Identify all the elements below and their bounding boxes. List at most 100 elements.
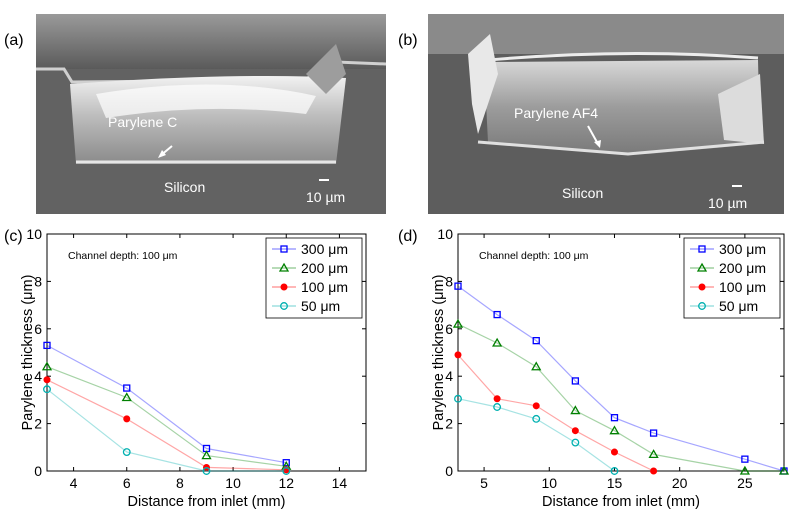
chart-c: 0 2 4 6 8 10 4 6 8 10 12 14 Distance from inlet (mm)…: [20, 226, 367, 510]
data-point: [452, 318, 464, 328]
data-point: [121, 392, 132, 402]
data-point: [454, 351, 462, 359]
y-tick-label: 2: [445, 416, 453, 432]
data-point: [493, 395, 501, 403]
y-tick-label: 6: [445, 321, 453, 337]
series-line-1: [46, 366, 287, 467]
legend-entry: 50 μm: [301, 298, 340, 314]
legend-marker: [280, 302, 288, 310]
y-tick-label: 10: [437, 226, 453, 242]
data-point: [282, 459, 290, 467]
data-point: [43, 376, 51, 384]
x-tick-label: 6: [123, 475, 131, 491]
y-tick-label: 4: [34, 368, 42, 384]
data-point: [778, 465, 790, 475]
data-point: [454, 282, 462, 290]
x-tick-label: 14: [332, 475, 348, 491]
data-point: [43, 341, 51, 350]
x-axis-label: Distance from inlet (mm): [128, 494, 286, 510]
data-point: [570, 405, 581, 415]
legend-marker: [696, 262, 708, 272]
data-point: [202, 467, 211, 475]
x-tick-label: 10: [541, 475, 557, 491]
sem-image-b: Parylene AF4 Silicon 10 µm: [428, 14, 784, 214]
data-point: [532, 402, 540, 410]
sem-a-material-label: Parylene C: [108, 114, 177, 130]
legend-box: [683, 237, 781, 319]
series-line-1: [457, 323, 784, 472]
y-tick-label: 2: [34, 416, 42, 432]
panel-d-letter: (d): [398, 228, 418, 245]
data-point: [43, 385, 51, 394]
legend-entry: 200 μm: [719, 260, 766, 276]
panel-c-letter: (c): [4, 228, 23, 245]
channel-depth-annotation: Channel depth: 100 μm: [68, 250, 178, 262]
legend-entry: 100 μm: [301, 279, 348, 295]
panel-b-letter: (b): [398, 32, 418, 49]
sem-b-arrow: [587, 125, 599, 145]
data-point: [650, 467, 658, 475]
data-point: [571, 377, 580, 385]
legend-marker: [698, 245, 706, 253]
data-point: [648, 449, 659, 459]
x-tick-label: 10: [225, 475, 241, 491]
data-point: [609, 425, 620, 435]
legend-marker: [280, 283, 288, 291]
sem-a-scale-label: 10 µm: [306, 189, 345, 205]
data-point: [571, 438, 580, 447]
data-point: [532, 414, 541, 423]
x-tick-label: 20: [672, 475, 688, 491]
legend-entry: 300 μm: [301, 241, 348, 257]
x-tick-label: 4: [70, 475, 78, 491]
data-point: [610, 448, 618, 456]
data-point: [493, 310, 501, 319]
series-line-0: [46, 344, 287, 464]
series-line-3: [457, 398, 615, 472]
y-tick-label: 6: [34, 321, 42, 337]
sem-b-scale-label: 10 µm: [708, 195, 747, 211]
legend-entry: 300 μm: [719, 241, 766, 257]
data-point: [739, 465, 751, 475]
legend-marker: [698, 302, 706, 310]
data-point: [649, 429, 658, 437]
sem-b-substrate-label: Silicon: [562, 185, 603, 201]
x-tick-label: 12: [278, 475, 294, 491]
data-point: [123, 415, 131, 423]
data-point: [741, 455, 749, 463]
x-tick-label: 25: [737, 475, 753, 491]
x-tick-label: 5: [480, 475, 488, 491]
data-point: [41, 361, 53, 371]
panel-a-letter: (a): [4, 32, 24, 49]
sem-image-a: Parylene C Silicon 10 µm: [36, 14, 386, 214]
y-tick-label: 0: [445, 463, 453, 479]
legend-box: [265, 237, 363, 319]
data-point: [454, 394, 462, 403]
data-point: [201, 450, 212, 460]
y-axis-label: Parylene thickness (μm): [20, 275, 36, 431]
series-line-2: [46, 379, 287, 471]
data-point: [123, 384, 131, 392]
y-axis-label: Parylene thickness (μm): [431, 275, 447, 431]
y-tick-label: 8: [445, 273, 453, 289]
legend-marker: [280, 245, 288, 253]
legend-entry: 200 μm: [301, 260, 348, 276]
legend-marker: [698, 283, 706, 291]
sem-b-material-label: Parylene AF4: [514, 105, 598, 121]
channel-depth-annotation: Channel depth: 100 μm: [479, 250, 589, 262]
x-tick-label: 15: [607, 475, 623, 491]
x-axis-label: Distance from inlet (mm): [542, 494, 700, 510]
data-point: [282, 467, 291, 475]
y-tick-label: 8: [34, 273, 42, 289]
data-point: [571, 427, 579, 435]
data-point: [610, 467, 619, 475]
series-line-3: [46, 388, 287, 472]
data-point: [491, 337, 503, 347]
series-line-2: [457, 354, 654, 472]
legend-entry: 50 μm: [719, 298, 758, 314]
series-line-0: [457, 285, 785, 472]
x-tick-label: 8: [176, 475, 184, 491]
data-point: [532, 337, 540, 345]
data-point: [493, 403, 502, 411]
data-point: [610, 414, 619, 422]
y-tick-label: 0: [34, 463, 42, 479]
